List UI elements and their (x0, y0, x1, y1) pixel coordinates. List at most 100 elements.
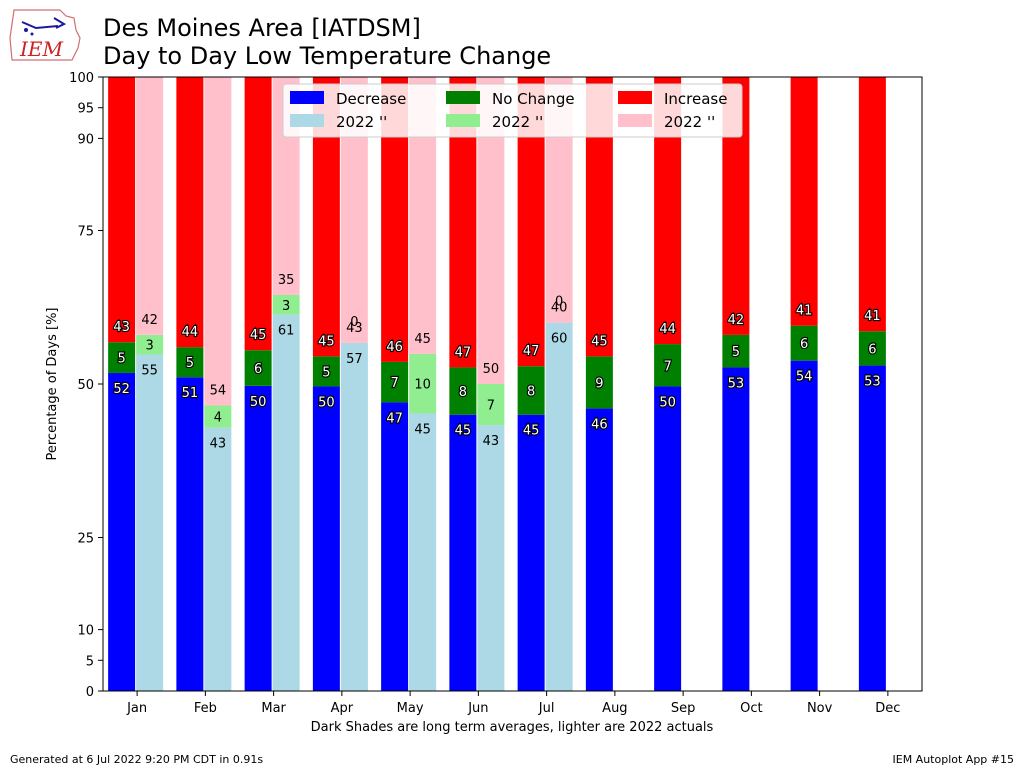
y-axis-label: Percentage of Days [%] (45, 308, 60, 461)
x-tick-label-1: Feb (194, 701, 217, 716)
longterm-no_change-label-1: 5 (186, 356, 194, 371)
year2022-no_change-label-6: 0 (555, 295, 563, 310)
longterm-no_change-bar-3 (312, 356, 340, 387)
longterm-decrease-label-6: 45 (523, 424, 540, 439)
year2022-decrease-label-6: 60 (551, 332, 568, 347)
y-tick-label-2: 10 (77, 624, 94, 639)
legend-label-3: 2022 '' (492, 113, 543, 131)
longterm-increase-label-3: 45 (318, 334, 335, 349)
x-tick-label-3: Apr (331, 701, 354, 716)
x-tick-label-2: Mar (261, 701, 286, 716)
longterm-decrease-label-3: 50 (318, 395, 335, 410)
longterm-decrease-label-9: 53 (728, 376, 745, 391)
longterm-no_change-label-3: 5 (322, 365, 330, 380)
longterm-decrease-bar-3 (312, 386, 340, 691)
longterm-decrease-bar-0 (108, 372, 136, 691)
footer-app-text: IEM Autoplot App #15 (892, 753, 1015, 766)
longterm-decrease-label-0: 52 (113, 382, 130, 397)
y-tick-label-0: 0 (86, 685, 94, 700)
year2022-no_change-label-3: 0 (350, 315, 358, 330)
year2022-decrease-bar-3 (340, 342, 368, 691)
longterm-no_change-bar-7 (585, 356, 613, 409)
y-tick-label-8: 100 (69, 71, 94, 86)
year2022-no_change-label-0: 3 (145, 339, 153, 354)
x-tick-label-9: Oct (740, 701, 762, 716)
longterm-increase-bar-10 (790, 77, 818, 326)
legend-label-2: No Change (492, 90, 575, 108)
x-tick-label-5: Jun (467, 701, 488, 716)
longterm-no_change-bar-9 (722, 334, 750, 368)
legend-swatch-3 (446, 114, 480, 127)
year2022-decrease-label-4: 45 (414, 422, 431, 437)
legend-swatch-1 (290, 114, 324, 127)
axes-layer: Jan Feb Mar Apr May Jun Jul Aug Sep Oct Nov Dec0510… (69, 71, 923, 716)
longterm-increase-label-11: 41 (864, 309, 881, 324)
longterm-no_change-label-5: 8 (459, 385, 467, 400)
x-tick-label-4: May (397, 701, 424, 716)
longterm-decrease-bar-4 (381, 402, 409, 691)
longterm-decrease-label-7: 46 (591, 418, 608, 433)
longterm-decrease-label-2: 50 (250, 395, 267, 410)
longterm-increase-bar-4 (381, 77, 409, 362)
year2022-no_change-bar-4 (409, 353, 437, 414)
longterm-no_change-label-4: 7 (390, 376, 398, 391)
legend: Decrease 2022 '' No Change 2022 '' Increase 2… (282, 83, 743, 138)
year2022-decrease-bar-5 (477, 425, 505, 691)
longterm-no_change-label-11: 6 (868, 342, 876, 357)
longterm-decrease-label-10: 54 (796, 370, 813, 385)
longterm-no_change-label-6: 8 (527, 384, 535, 399)
longterm-increase-bar-7 (585, 77, 613, 357)
longterm-increase-bar-5 (449, 77, 477, 368)
longterm-decrease-bar-8 (654, 386, 682, 691)
y-tick-label-6: 90 (77, 132, 94, 147)
iem-logo: IEM (9, 9, 81, 61)
legend-label-5: 2022 '' (664, 113, 715, 131)
x-tick-label-6: Jul (538, 701, 555, 716)
longterm-no_change-bar-4 (381, 361, 409, 403)
year2022-increase-label-3: 43 (346, 321, 363, 336)
year2022-decrease-bar-0 (136, 354, 164, 691)
longterm-increase-label-10: 41 (796, 304, 813, 319)
year2022-increase-label-1: 54 (210, 383, 227, 398)
longterm-increase-label-1: 44 (182, 325, 199, 340)
year2022-increase-bar-6 (545, 77, 573, 323)
longterm-decrease-bar-5 (449, 414, 477, 691)
x-tick-label-10: Nov (807, 701, 833, 716)
year2022-increase-bar-0 (136, 77, 164, 335)
longterm-decrease-bar-10 (790, 360, 818, 691)
year2022-decrease-label-3: 57 (346, 352, 363, 367)
logo-text: IEM (19, 37, 64, 61)
longterm-decrease-label-11: 53 (864, 375, 881, 390)
year2022-increase-bar-3 (340, 77, 368, 343)
longterm-no_change-label-7: 9 (595, 376, 603, 391)
year2022-increase-label-6: 40 (551, 301, 568, 316)
year2022-increase-label-4: 45 (414, 332, 431, 347)
y-tick-label-7: 95 (77, 102, 94, 117)
longterm-increase-bar-8 (654, 77, 682, 345)
legend-frame (282, 83, 743, 138)
longterm-decrease-bar-1 (176, 377, 204, 691)
year2022-no_change-bar-2 (272, 294, 300, 315)
longterm-no_change-bar-10 (790, 325, 818, 361)
longterm-increase-label-5: 47 (455, 345, 472, 360)
longterm-no_change-bar-6 (517, 366, 545, 415)
y-tick-label-4: 50 (77, 378, 94, 393)
longterm-no_change-bar-11 (858, 331, 886, 366)
x-axis-label: Dark Shades are long term averages, ligh… (311, 720, 714, 735)
year2022-no_change-label-4: 10 (414, 378, 431, 393)
legend-label-4: Increase (664, 90, 727, 108)
longterm-no_change-label-8: 7 (663, 359, 671, 374)
year2022-increase-label-2: 35 (278, 273, 295, 288)
longterm-no_change-label-2: 6 (254, 362, 262, 377)
longterm-decrease-bar-7 (585, 408, 613, 691)
year2022-no_change-bar-0 (136, 334, 164, 355)
longterm-decrease-bar-6 (517, 414, 545, 691)
longterm-increase-label-8: 44 (659, 322, 676, 337)
year2022-decrease-bar-6 (545, 322, 573, 691)
longterm-decrease-label-5: 45 (455, 424, 472, 439)
x-tick-label-7: Aug (602, 701, 627, 716)
legend-label-1: 2022 '' (336, 113, 387, 131)
footer-generated-text: Generated at 6 Jul 2022 9:20 PM CDT in 0… (10, 753, 264, 766)
y-tick-label-3: 25 (77, 532, 94, 547)
